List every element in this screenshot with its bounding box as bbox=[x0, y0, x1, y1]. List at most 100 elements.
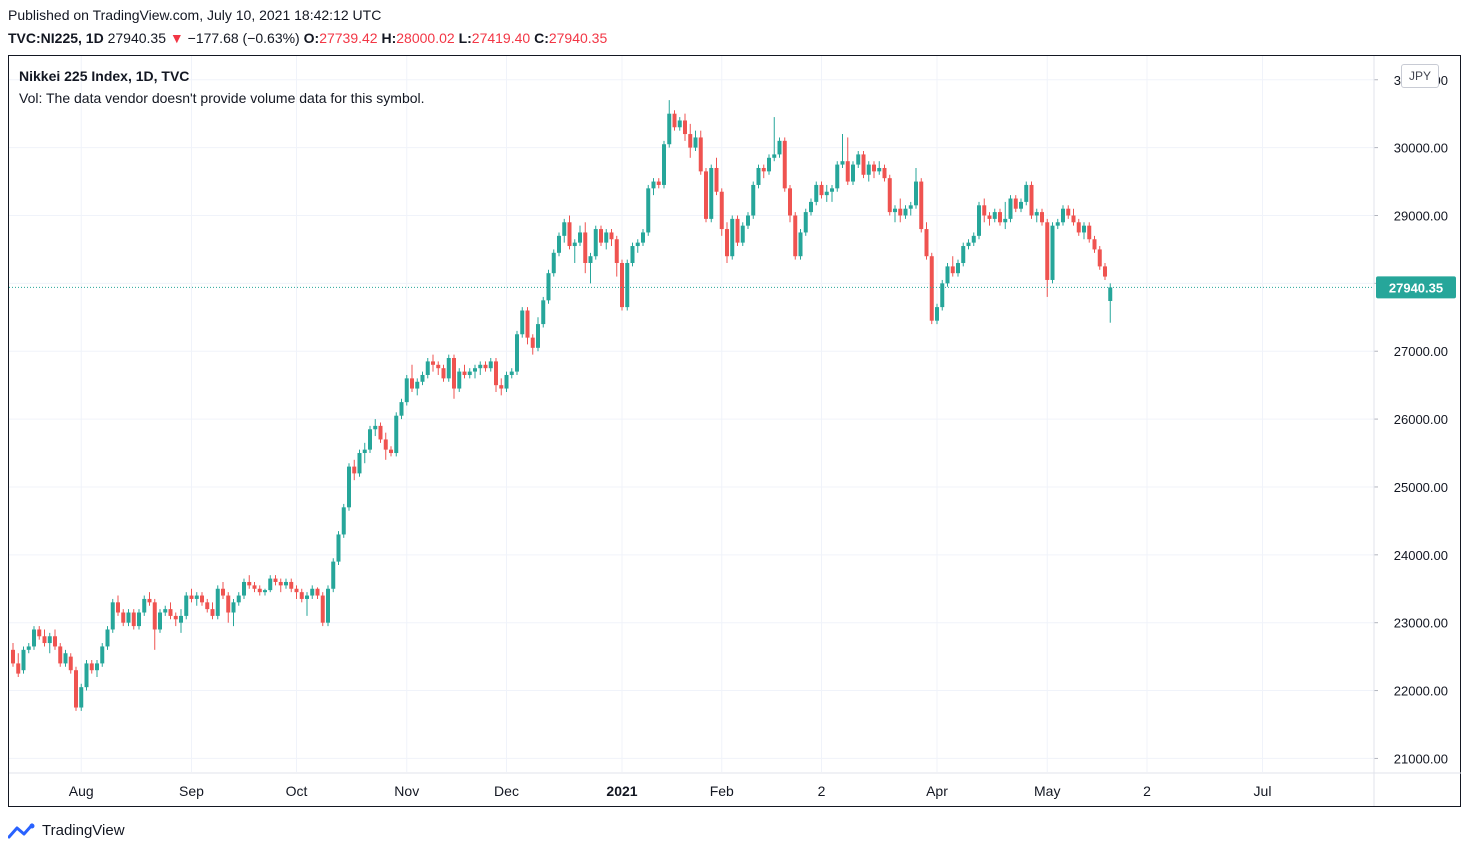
candle-body bbox=[709, 167, 714, 219]
candle-body bbox=[719, 191, 724, 230]
last-price: 27940.35 bbox=[107, 30, 166, 46]
candle-body bbox=[987, 215, 992, 219]
candle-body bbox=[488, 361, 493, 369]
candle-body bbox=[845, 161, 850, 182]
candle-body bbox=[68, 656, 73, 671]
low-label: L: bbox=[458, 30, 472, 46]
x-tick-label: Apr bbox=[926, 783, 948, 799]
candle-body bbox=[903, 208, 908, 216]
candle-body bbox=[16, 663, 21, 674]
candle-body bbox=[289, 581, 294, 589]
candle-body bbox=[362, 449, 367, 454]
candle-body bbox=[504, 374, 509, 389]
candle-body bbox=[1034, 212, 1039, 216]
published-note: Published on TradingView.com, July 10, 2… bbox=[8, 7, 382, 23]
candle-body bbox=[121, 612, 126, 623]
candle-body bbox=[100, 646, 105, 664]
candle-body bbox=[341, 507, 346, 535]
candle-body bbox=[494, 361, 498, 386]
candle-body bbox=[1103, 266, 1107, 277]
candle-body bbox=[609, 232, 614, 240]
candle-body bbox=[914, 181, 918, 206]
candle-body bbox=[383, 439, 388, 450]
candle-body bbox=[557, 235, 561, 253]
candle-body bbox=[173, 615, 178, 620]
candle-body bbox=[63, 653, 68, 664]
candle-body bbox=[998, 212, 1002, 223]
candle-body bbox=[1040, 212, 1044, 223]
candle-body bbox=[651, 181, 656, 189]
candle-body bbox=[368, 429, 372, 450]
candle-body bbox=[415, 381, 420, 389]
y-tick-label: 30000.00 bbox=[1394, 141, 1448, 156]
candle-body bbox=[588, 256, 593, 263]
candle-body bbox=[683, 120, 687, 135]
candle-body bbox=[89, 663, 94, 671]
candle-body bbox=[32, 629, 36, 647]
candle-body bbox=[635, 242, 640, 247]
chart-frame bbox=[8, 55, 1461, 807]
candle-body bbox=[420, 374, 425, 382]
candle-body bbox=[1003, 218, 1008, 223]
candle-body bbox=[856, 154, 861, 165]
x-tick-label: May bbox=[1034, 783, 1060, 799]
candle-body bbox=[137, 612, 141, 627]
candle-body bbox=[872, 164, 876, 172]
x-tick-label: Aug bbox=[69, 783, 94, 799]
candle-body bbox=[1066, 208, 1071, 216]
x-tick-label: Oct bbox=[286, 783, 308, 799]
candle-body bbox=[11, 649, 15, 664]
candle-body bbox=[320, 595, 325, 623]
candle-body bbox=[819, 184, 824, 196]
candle-body bbox=[389, 449, 393, 454]
candle-body bbox=[441, 368, 446, 379]
candle-body bbox=[399, 402, 404, 416]
y-tick-label: 29000.00 bbox=[1394, 208, 1448, 223]
candle-body bbox=[131, 612, 136, 627]
candle-body bbox=[158, 612, 162, 630]
x-tick-label: Jul bbox=[1254, 783, 1272, 799]
candle-body bbox=[961, 246, 966, 263]
candle-body bbox=[677, 120, 682, 128]
last-price-badge bbox=[1376, 276, 1456, 299]
candle-body bbox=[520, 310, 525, 335]
candle-body bbox=[977, 205, 981, 236]
candle-body bbox=[452, 358, 456, 389]
candle-body bbox=[1071, 215, 1076, 223]
candle-body bbox=[205, 602, 210, 610]
candle-body bbox=[1097, 249, 1102, 267]
candle-body bbox=[310, 588, 315, 596]
candle-body bbox=[1008, 198, 1013, 219]
candle-body bbox=[803, 212, 808, 233]
quote-line: TVC:NI225, 1D 27940.35 ▼ −177.68 (−0.63%… bbox=[8, 30, 607, 46]
candle-body bbox=[704, 171, 708, 219]
candle-body bbox=[189, 595, 194, 599]
candle-body bbox=[1019, 201, 1023, 209]
x-tick-label: Sep bbox=[179, 783, 204, 799]
price-change: −177.68 (−0.63%) bbox=[187, 30, 300, 46]
candle-body bbox=[835, 164, 840, 189]
candle-body bbox=[116, 602, 120, 613]
candle-body bbox=[79, 687, 84, 708]
candle-body bbox=[882, 167, 887, 179]
candle-body bbox=[1108, 287, 1113, 302]
candle-body bbox=[268, 578, 273, 591]
high-label: H: bbox=[381, 30, 397, 46]
candle-body bbox=[404, 378, 409, 403]
candle-body bbox=[620, 262, 624, 308]
candle-body bbox=[284, 581, 288, 586]
candle-body bbox=[431, 361, 435, 365]
candle-body bbox=[672, 113, 677, 128]
candle-body bbox=[499, 385, 504, 389]
candle-body bbox=[163, 609, 168, 613]
currency-button[interactable]: JPY bbox=[1401, 64, 1439, 88]
candle-body bbox=[698, 137, 703, 172]
candle-body bbox=[473, 368, 477, 372]
candle-body bbox=[446, 358, 451, 379]
candle-body bbox=[37, 629, 42, 637]
candle-body bbox=[352, 466, 357, 474]
candle-body bbox=[1050, 225, 1055, 280]
tradingview-brand[interactable]: TradingView bbox=[8, 822, 125, 839]
x-tick-label: 2021 bbox=[606, 783, 637, 799]
